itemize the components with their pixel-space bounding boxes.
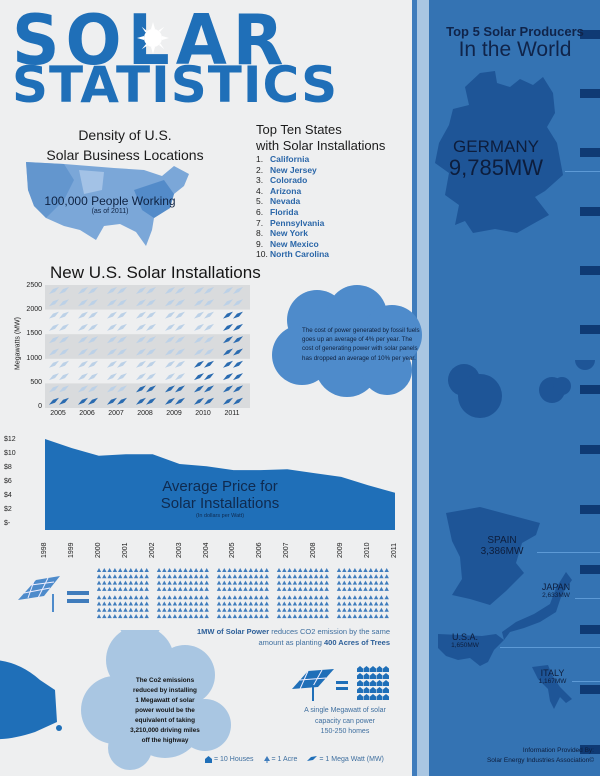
area-xtick: 1998 — [41, 542, 48, 558]
leader-line — [575, 598, 600, 599]
panel-tick — [580, 325, 600, 334]
legend-tree: = 1 Acre — [263, 756, 297, 763]
panel-stripe — [412, 0, 417, 776]
bar-chart-title: New U.S. Solar Installations — [50, 263, 261, 282]
title-statistics: STATISTICS — [12, 56, 339, 114]
leader-line — [500, 647, 600, 648]
house-grid — [357, 666, 389, 700]
area-chart-title: Average Price for Solar Installations — [160, 478, 280, 512]
decorative-circles — [448, 360, 595, 418]
panel-tick — [580, 445, 600, 454]
usa-map-icon — [438, 634, 504, 666]
country-spain: SPAIN 3,386MW — [480, 535, 524, 557]
list-item: 4. Arizona — [256, 185, 302, 196]
equals-icon — [67, 591, 89, 595]
density-caption: 100,000 People Working — [44, 194, 176, 208]
list-item: 3. Colorado — [256, 175, 308, 186]
list-item: 5. Nevada — [256, 196, 301, 207]
producers-title-line1: Top 5 Solar Producers — [446, 24, 584, 39]
sun-icon — [137, 22, 169, 54]
area-xtick: 2009 — [337, 542, 345, 558]
cost-cloud-text: The cost of power generated by fossil fu… — [302, 327, 420, 362]
solar-panel-icon — [18, 576, 60, 612]
area-xtick: 2010 — [364, 542, 372, 558]
panel-tick — [580, 565, 600, 574]
panel-tick — [580, 685, 600, 694]
trees-caption: 1MW of Solar Power reduces CO2 emission … — [197, 627, 390, 647]
equals-icon — [67, 599, 89, 603]
area-xtick: 2002 — [148, 542, 156, 558]
country-japan: JAPAN 2,633MW — [541, 582, 571, 599]
panel-tick — [580, 625, 600, 634]
solar-panel-icon — [307, 756, 318, 761]
leader-line — [572, 681, 600, 682]
top-ten-list: 1. California 2. New Jersey 3. Colorado 4. A… — [256, 154, 329, 260]
japan-map-icon — [502, 572, 572, 640]
area-xtick: 2008 — [310, 542, 318, 558]
area-chart-plot — [45, 439, 395, 530]
house-icon — [205, 756, 212, 763]
bar-chart-plot — [45, 285, 250, 408]
us-density-map — [26, 162, 189, 246]
legend-panel: = 1 Mega Watt (MW) — [307, 756, 384, 763]
panel-tick — [580, 89, 600, 98]
tree-icon — [263, 756, 270, 763]
emissions-cloud — [81, 630, 231, 770]
list-item: 7. Pennsylvania — [256, 217, 325, 228]
area-xtick: 2011 — [391, 542, 398, 558]
emissions-cloud-text: The Co2 emissions reduced by installing … — [130, 677, 200, 744]
panel-tick — [580, 30, 600, 39]
area-xtick: 2001 — [121, 542, 129, 558]
list-item: 10. North Carolina — [256, 249, 330, 260]
panel-stripe-light — [417, 0, 429, 776]
solar-panel-icon — [292, 669, 334, 701]
car-icon — [0, 660, 62, 740]
panel-tick — [580, 745, 600, 754]
area-xtick: 2000 — [94, 542, 102, 558]
producers-title-line2: In the World — [458, 38, 572, 61]
equals-icon — [336, 681, 348, 684]
country-germany: GERMANY 9,785MW — [448, 137, 544, 180]
density-subcaption: (as of 2011) — [91, 208, 129, 215]
leader-line — [537, 552, 600, 553]
list-item: 6. Florida — [256, 206, 299, 217]
list-item: 2. New Jersey — [256, 164, 317, 175]
panel-tick — [580, 207, 600, 216]
panel-tick — [580, 266, 600, 275]
panel-tick — [580, 505, 600, 514]
area-xtick: 2007 — [283, 542, 291, 558]
italy-map-icon — [532, 665, 572, 709]
list-item: 9. New Mexico — [256, 238, 319, 249]
list-item: 8. New York — [256, 228, 308, 239]
equals-icon — [336, 687, 348, 690]
tree-grid — [97, 568, 389, 619]
homes-caption: A single Megawatt of solar capacity can … — [304, 707, 386, 735]
area-chart-subtitle: (In dollars per Watt) — [195, 513, 245, 519]
cost-cloud — [272, 285, 422, 397]
top-ten-title: Top Ten States with Solar Installations — [256, 122, 386, 153]
area-xtick: 1999 — [67, 542, 75, 558]
area-xtick: 2003 — [175, 542, 183, 558]
legend-house: = 10 Houses — [205, 756, 254, 763]
area-xtick: 2004 — [202, 542, 210, 558]
source-credit: Information Provided By: Solar Energy In… — [486, 747, 594, 764]
germany-map-icon — [435, 71, 563, 233]
country-usa: U.S.A. 1,650MW — [451, 632, 479, 649]
list-item: 1. California — [256, 154, 310, 164]
bar-chart-ylabel: Megawatts (MW) — [14, 317, 22, 370]
leader-line — [565, 171, 600, 172]
density-title: Density of U.S. Solar Business Locations — [46, 127, 204, 163]
area-xtick: 2006 — [256, 542, 264, 558]
icon-legend: = 10 Houses = 1 Acre = 1 Mega Watt (MW) — [205, 756, 384, 763]
country-italy: ITALY 1,167MW — [538, 668, 567, 685]
spain-map-icon — [446, 507, 540, 605]
panel-tick — [580, 385, 600, 394]
area-xtick: 2005 — [229, 542, 237, 558]
panel-tick — [580, 148, 600, 157]
